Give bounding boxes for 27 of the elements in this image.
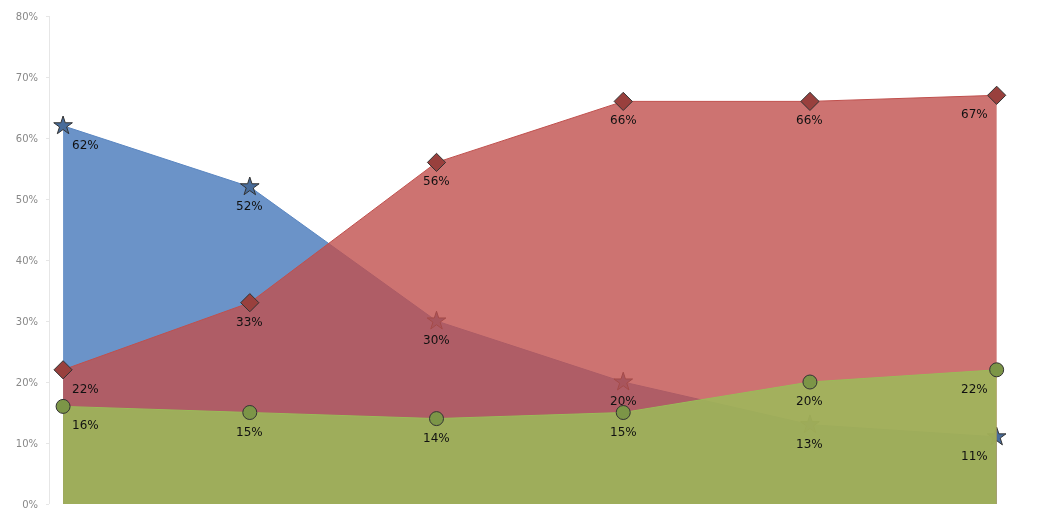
data-label: 67% [961,107,988,121]
data-label: 22% [961,382,988,396]
y-tick-label: 70% [15,71,38,83]
data-label: 52% [236,199,263,213]
y-tick-label: 50% [15,193,38,205]
y-tick-label: 40% [15,254,38,266]
data-label: 30% [423,333,450,347]
y-tick-label: 20% [15,376,38,388]
data-label: 62% [72,138,99,152]
data-label: 20% [610,394,637,408]
y-tick-label: 30% [15,315,38,327]
data-label: 11% [961,449,988,463]
data-label: 20% [796,394,823,408]
data-label: 66% [610,113,637,127]
y-tick-label: 10% [15,437,38,449]
data-label: 22% [72,382,99,396]
data-label: 15% [610,425,637,439]
data-label: 66% [796,113,823,127]
y-tick-label: 60% [15,132,38,144]
data-label: 13% [796,437,823,451]
y-tick-label: 0% [22,498,38,510]
data-label: 33% [236,315,263,329]
data-label: 56% [423,174,450,188]
data-label: 14% [423,431,450,445]
data-label: 16% [72,418,99,432]
y-tick-label: 80% [15,10,38,22]
data-label: 15% [236,425,263,439]
